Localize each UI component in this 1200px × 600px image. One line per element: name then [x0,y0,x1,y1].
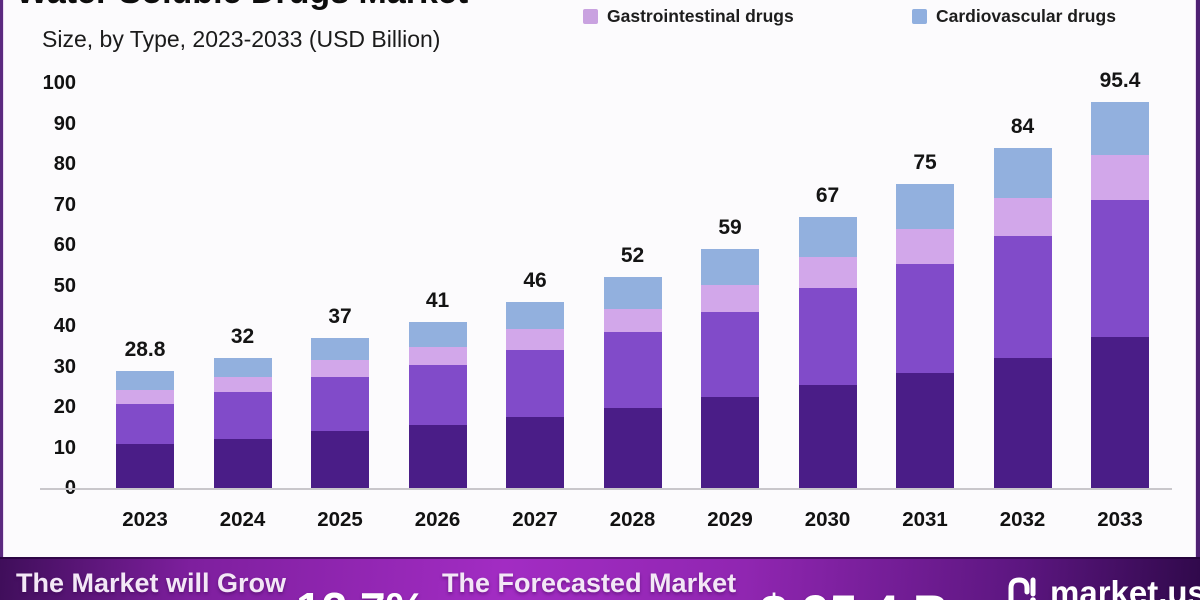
bar-segment-2025 [311,377,369,432]
bar-segment-2026 [408,321,467,347]
y-axis-tick-label: 30 [53,355,76,378]
banner-growth-text: The Market will Grow [16,568,287,598]
bar-segment-2023 [116,403,174,444]
x-axis-label-2025: 2025 [317,508,363,531]
bar-segment-2032 [993,198,1052,237]
y-axis-tick-label: 20 [53,396,76,418]
bar-segment-2026 [408,346,467,366]
bar-segment-2026 [408,365,467,425]
legend-label: Cardiovascular drugs [936,5,1116,26]
bar-segment-2029 [701,249,759,285]
legend-label: Gastrointestinal drugs [607,5,794,26]
bar-segment-2033 [1091,101,1149,155]
bar-segment-2029 [701,397,759,488]
bar-total-label-2027: 46 [523,268,547,292]
bar-segment-2029 [701,311,759,398]
bar-total-label-2032: 84 [1010,114,1035,138]
banner-forecast-text: The Forecasted Market [442,568,737,598]
bar-segment-2023 [116,371,174,390]
bar-segment-2031 [896,263,954,373]
bar-segment-2030 [798,256,857,288]
bar-segment-2027 [506,417,564,488]
banner-forecast-value-clipped: $ 95.4 Bn [760,584,980,600]
x-axis-label-2031: 2031 [902,508,948,531]
chart-title-clipped: Water Soluble Drugs Market [16,0,468,12]
bar-segment-2033 [1091,200,1149,337]
bar-total-label-2028: 52 [620,244,645,268]
bottom-banner: The Market will Grow 12.7% The Forecaste… [0,557,1200,600]
bar-segment-2026 [408,424,467,488]
bar-segment-2032 [993,358,1052,488]
y-axis-tick-label: 40 [53,315,76,337]
bar-segment-2028 [603,277,662,309]
bar-segment-2027 [506,350,564,418]
bar-segment-2032 [993,147,1052,199]
bar-total-label-2033: 95.4 [1099,68,1141,92]
bar-total-label-2029: 59 [718,216,742,240]
bar-total-label-2026: 41 [425,288,450,312]
right-frame-border [1196,0,1200,600]
bar-segment-2024 [213,377,272,392]
bar-segment-2025 [311,431,369,488]
x-axis-label-2023: 2023 [122,508,168,531]
marketus-logo: market.us [1008,574,1200,600]
bar-segment-2031 [896,229,954,264]
x-axis-baseline [40,488,1172,490]
x-axis-label-2032: 2032 [999,508,1046,531]
y-axis-tick-label: 70 [53,193,76,216]
banner-cagr-value-clipped: 12.7% [296,582,426,600]
bar-total-label-2025: 37 [328,305,352,329]
bar-segment-2031 [896,372,954,488]
x-axis-label-2029: 2029 [707,508,753,531]
bar-segment-2030 [798,287,857,385]
left-frame-border-inner [3,0,4,600]
legend-swatch-icon [912,8,927,24]
y-axis-tick-label: 50 [53,274,76,297]
bar-segment-2025 [311,338,369,361]
x-axis-label-2024: 2024 [219,508,266,531]
bar-segment-2033 [1091,154,1149,201]
bar-segment-2027 [506,329,564,351]
y-axis-tick-label: 60 [53,234,76,256]
bar-total-label-2023: 28.8 [124,338,166,362]
bar-segment-2028 [603,332,662,408]
bar-segment-2025 [311,360,369,378]
x-axis-label-2026: 2026 [414,508,461,531]
bar-total-label-2030: 67 [815,183,840,207]
legend-item: Cardiovascular drugs [912,4,1116,28]
bar-segment-2028 [603,308,662,333]
bar-segment-2024 [213,358,272,378]
bar-segment-2030 [798,216,857,257]
legend-item: Gastrointestinal drugs [583,4,794,28]
marketus-logo-text: market.us [1050,574,1200,600]
bar-segment-2031 [896,184,954,230]
y-axis-tick-label: 90 [53,112,76,135]
bar-segment-2029 [701,284,759,312]
y-axis-tick-label: 10 [53,436,76,459]
bar-segment-2024 [213,438,272,488]
y-axis-tick-label: 80 [53,153,76,175]
left-frame-border [0,0,3,600]
bar-segment-2033 [1091,336,1149,488]
bar-segment-2030 [798,384,857,488]
bar-segment-2027 [506,301,564,330]
chart-subtitle: Size, by Type, 2023-2033 (USD Billion) [42,26,441,52]
bar-total-label-2024: 32 [230,325,255,349]
bar-segment-2023 [116,389,174,404]
y-axis-tick-label: 100 [42,72,76,94]
bar-segment-2028 [603,407,662,488]
x-axis-label-2027: 2027 [512,508,558,531]
bar-segment-2024 [213,391,272,439]
x-axis-label-2028: 2028 [609,508,656,531]
bar-segment-2032 [993,236,1052,359]
marketus-logo-icon [1008,574,1042,600]
right-frame-border-inner [1195,0,1196,600]
legend-swatch-icon [583,8,598,24]
bar-segment-2023 [116,443,174,488]
x-axis-label-2033: 2033 [1097,508,1143,531]
x-axis-label-2030: 2030 [804,508,851,531]
bar-total-label-2031: 75 [913,151,937,175]
